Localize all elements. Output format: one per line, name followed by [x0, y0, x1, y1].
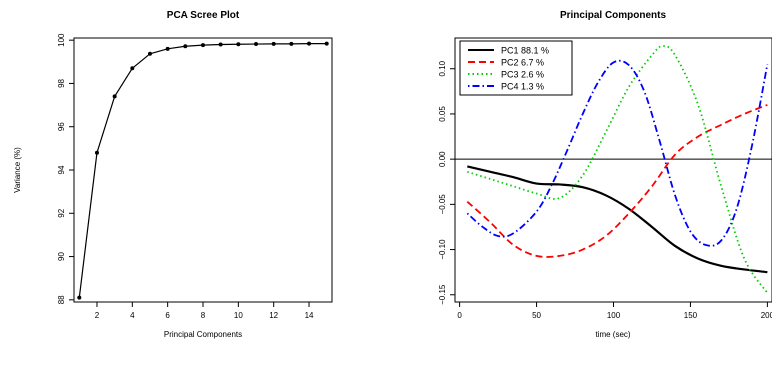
pc-y-tick-label: −0.05: [438, 194, 447, 215]
pc-x-tick-label: 150: [684, 311, 698, 320]
pc-x-tick-label: 100: [607, 311, 621, 320]
scree-plot-frame: [73, 37, 333, 303]
pc-series: [466, 45, 769, 294]
scree-data-point: [165, 46, 170, 51]
scree-data-point: [201, 43, 205, 48]
pc-series-line-4: [466, 59, 769, 247]
scree-data-point: [289, 41, 294, 46]
pc-y-axis: −0.15 −0.10 −0.05 0.00 0.05 0.10: [438, 60, 455, 305]
pc-plot-title: Principal Components: [560, 10, 667, 21]
scree-data-point: [77, 295, 82, 300]
scree-y-axis-label: Variance (%): [13, 147, 22, 193]
pc-x-tick-label: 200: [761, 311, 772, 320]
pc-legend-label: PC3 2.6 %: [501, 70, 544, 80]
pc-x-axis-label: time (sec): [595, 330, 630, 339]
pc-legend-label: PC1 88.1 %: [501, 46, 549, 56]
scree-series-line-1: [78, 43, 327, 298]
scree-y-tick-label: 90: [57, 252, 66, 261]
scree-data-point: [147, 51, 152, 56]
pc-y-tick-label: 0.00: [438, 151, 447, 167]
scree-y-tick-label: 96: [57, 122, 66, 131]
scree-x-tick-label: 12: [269, 311, 278, 320]
pc-legend: PC1 88.1 % PC2 6.7 % PC3 2.6 % PC4 1.3 %: [459, 40, 573, 96]
scree-y-tick-label: 88: [57, 295, 66, 304]
pc-x-tick-label: 50: [532, 311, 541, 320]
scree-x-tick-label: 2: [95, 311, 100, 320]
scree-plot-title: PCA Scree Plot: [167, 10, 240, 21]
scree-data-point: [112, 94, 117, 99]
scree-x-axis-label: Principal Components: [164, 330, 242, 339]
pc-y-tick-label: 0.10: [438, 60, 447, 76]
pc-series-line-3: [467, 45, 769, 294]
scree-data-point: [254, 42, 259, 47]
scree-x-tick-label: 8: [201, 311, 206, 320]
scree-data-point: [271, 41, 276, 46]
scree-data-point: [218, 42, 223, 47]
pc-series-line-2: [466, 104, 768, 258]
scree-x-tick-label: 10: [234, 311, 243, 320]
scree-y-tick-label: 94: [57, 165, 66, 174]
scree-data-point: [183, 44, 188, 49]
scree-x-tick-label: 6: [165, 311, 170, 320]
scree-data-point: [324, 41, 329, 46]
pc-y-tick-label: −0.10: [438, 239, 447, 260]
scree-data-point: [307, 41, 312, 46]
pc-legend-label: PC2 6.7 %: [501, 58, 544, 68]
pc-legend-label: PC4 1.3 %: [501, 82, 544, 92]
pc-series-line-1: [467, 165, 768, 274]
pc-y-tick-label: −0.15: [438, 284, 447, 305]
scree-y-tick-label: 100: [57, 33, 66, 47]
scree-y-tick-label: 98: [57, 78, 66, 87]
pc-x-axis: 0 50 100 150 200: [457, 302, 772, 320]
pc-x-tick-label: 0: [457, 311, 462, 320]
scree-data-point: [130, 66, 135, 71]
scree-x-axis: 2 4 6 8 10 12 14: [95, 302, 314, 320]
scree-data-point: [94, 150, 99, 155]
scree-x-tick-label: 4: [130, 311, 135, 320]
scree-y-axis: 88 90 92 94 96 98 100: [57, 33, 74, 304]
pc-plot: Principal Components 0 50 100 150 200 −0.15−…: [438, 10, 772, 339]
pc-y-tick-label: 0.05: [438, 106, 447, 122]
scree-y-tick-label: 92: [57, 208, 66, 217]
scree-series: [77, 41, 329, 300]
scree-x-tick-label: 14: [305, 311, 314, 320]
scree-plot: PCA Scree Plot 2 4 6 8 10 12 14 88 90 92 94 96 98 10…: [13, 10, 333, 339]
scree-data-point: [236, 42, 241, 47]
